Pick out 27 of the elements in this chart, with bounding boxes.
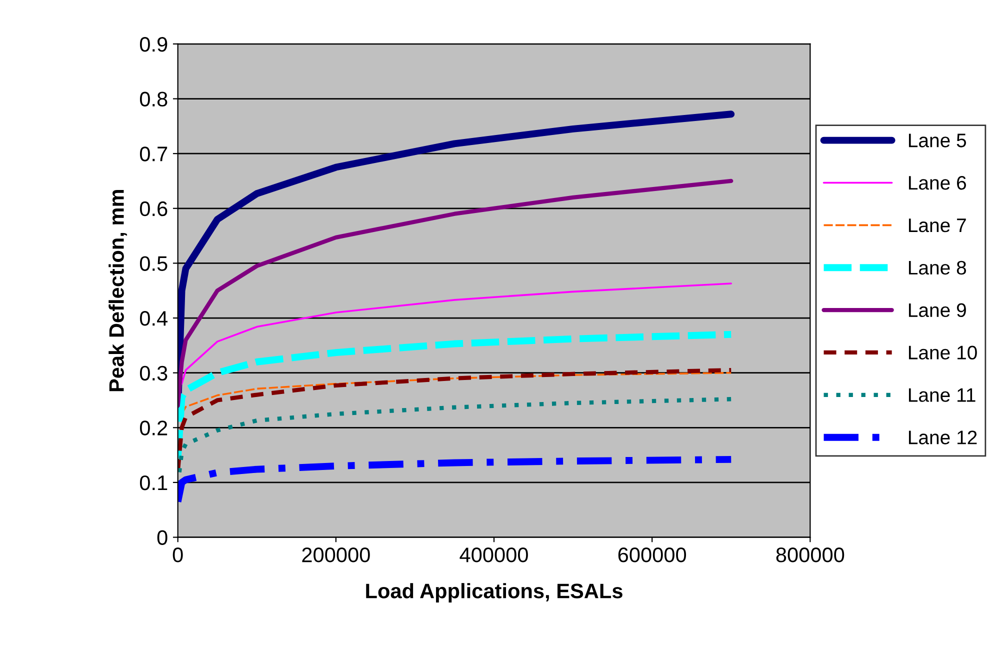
x-axis-title: Load Applications, ESALs	[366, 583, 622, 602]
y-tick-label: 0.1	[140, 475, 168, 490]
legend-label: Lane 11	[908, 388, 976, 402]
x-tick-label: 800000	[776, 548, 844, 562]
legend-label: Lane 9	[908, 303, 966, 318]
x-tick-label: 600000	[618, 548, 686, 562]
legend-label: Lane 7	[908, 218, 966, 232]
x-tick-label: 200000	[302, 548, 370, 562]
y-tick-label: 0.5	[140, 256, 168, 271]
x-tick-label: 400000	[460, 548, 528, 562]
legend-label: Lane 8	[908, 260, 966, 275]
y-tick-label: 0.8	[140, 92, 168, 107]
line-series	[178, 178, 734, 408]
y-tick-label: 0.3	[140, 366, 168, 381]
legend-label: Lane 6	[908, 176, 966, 190]
y-axis-title: Peak Deflection, mm	[108, 190, 127, 392]
legend-label: Lane 5	[908, 134, 966, 148]
line-series	[180, 282, 732, 385]
y-tick-label: 0.6	[140, 201, 168, 216]
legend-label: Lane 12	[908, 430, 977, 444]
y-tick-label: 0.7	[140, 146, 168, 162]
y-tick-label: 0	[157, 530, 168, 546]
y-tick-label: 0.4	[140, 311, 168, 326]
y-tick-label: 0.2	[140, 420, 168, 436]
y-tick-label: 0.9	[140, 36, 168, 52]
x-tick-label: 0	[172, 548, 183, 562]
legend-label: Lane 10	[908, 346, 977, 360]
